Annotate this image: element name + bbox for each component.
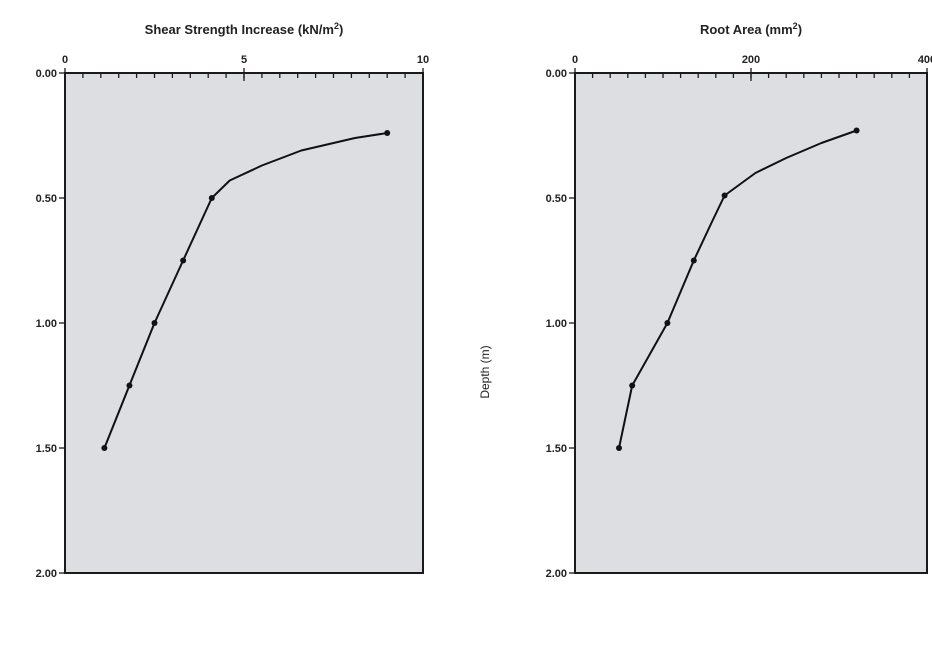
shear-y-tick-label: 1.00 (36, 318, 57, 330)
root-plot-area (575, 73, 927, 573)
shear-data-point (180, 257, 187, 264)
root-series (616, 127, 860, 451)
shear-data-point (208, 195, 215, 201)
root-y-tick-label: 2.00 (546, 568, 567, 580)
root-data-point (853, 127, 860, 134)
root-x-ticks: 0 200 400 (572, 54, 932, 81)
root-plot-frame (574, 72, 928, 574)
shear-data-point (151, 320, 158, 326)
shear-series (101, 130, 391, 451)
shear-y-tick-label: 0.50 (36, 193, 57, 205)
root-x-tick-label: 400 (918, 54, 932, 66)
depth-axis-label: Depth (m) (478, 345, 492, 398)
shear-x-tick-label: 0 (62, 54, 68, 66)
shear-plot-frame (64, 72, 424, 574)
shear-data-point (126, 382, 133, 389)
shear-chart-title: Shear Strength Increase (kN/m2) (145, 21, 344, 37)
shear-y-ticks: 0.00 0.50 1.00 1.50 2.00 (36, 68, 65, 580)
shear-y-tick-label: 0.00 (36, 68, 57, 80)
shear-x-tick-label: 10 (417, 54, 429, 66)
root-data-point (616, 445, 622, 451)
root-x-tick-label: 200 (742, 54, 760, 66)
root-y-tick-label: 0.00 (546, 68, 567, 80)
root-y-tick-label: 0.50 (546, 193, 567, 205)
root-chart-title: Root Area (mm2) (700, 21, 802, 37)
root-data-point (721, 192, 728, 199)
shear-series-line (103, 132, 389, 449)
shear-data-point (384, 130, 391, 136)
root-data-point (664, 320, 671, 326)
shear-data-point (101, 445, 108, 451)
root-x-tick-label: 0 (572, 54, 578, 66)
shear-x-tick-label: 5 (241, 54, 247, 66)
root-y-tick-label: 1.00 (546, 318, 567, 330)
shear-plot-area (65, 73, 423, 573)
root-y-tick-label: 1.50 (546, 443, 567, 455)
shear-y-tick-label: 2.00 (36, 568, 57, 580)
shear-y-tick-label: 1.50 (36, 443, 57, 455)
root-data-point (690, 257, 697, 264)
shear-strength-panel: Shear Strength Increase (kN/m2) 0 5 10 0.0… (36, 21, 430, 580)
root-y-ticks: 0.00 0.50 1.00 1.50 2.00 (546, 68, 575, 580)
root-series-line (618, 129, 858, 449)
root-data-point (629, 382, 636, 389)
